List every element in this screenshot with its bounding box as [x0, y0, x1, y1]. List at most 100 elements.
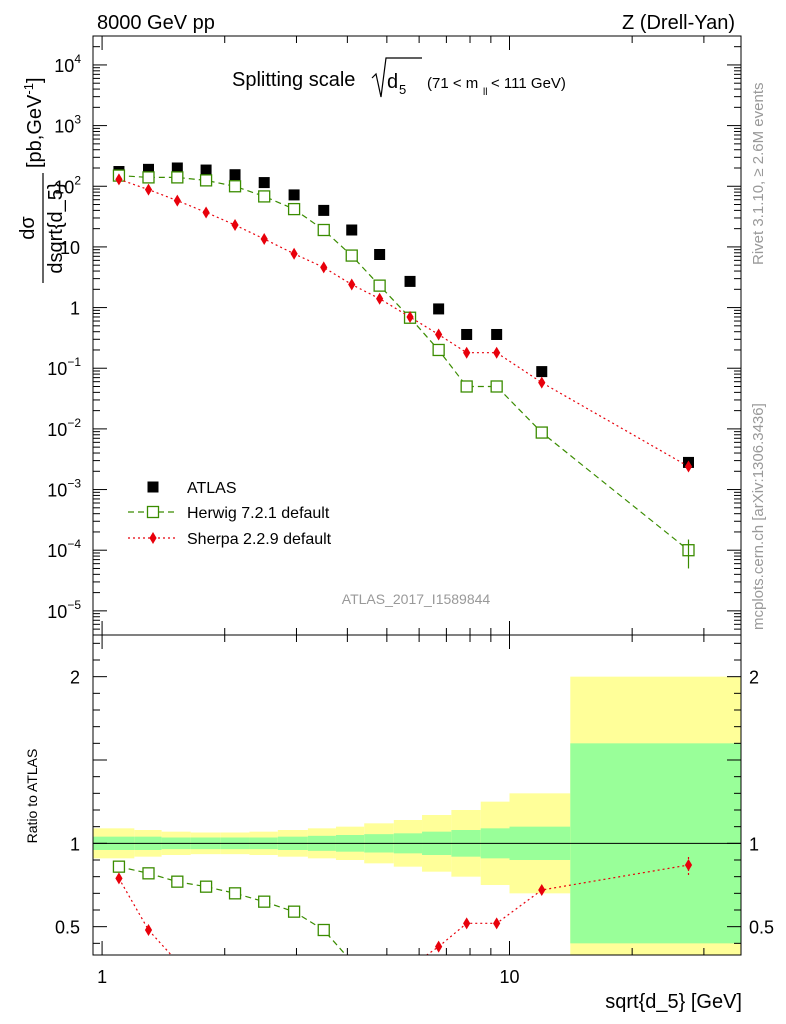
- sherpa-2-2-9-default-point: [290, 247, 298, 260]
- legend: ATLAS Herwig 7.2.1 default Sherpa 2.2.9 de…: [128, 480, 332, 548]
- side-label-rivet: Rivet 3.1.10, ≥ 2.6M events: [750, 83, 767, 266]
- atlas-point: [171, 162, 183, 174]
- ratio-frame: [92, 634, 742, 956]
- atlas-point: [461, 328, 473, 340]
- y-tick-label: 10: [60, 238, 80, 258]
- header-left: 8000 GeV pp: [97, 12, 215, 34]
- ratio-tick-label-left: 0.5: [55, 918, 80, 938]
- atlas-point: [142, 163, 154, 175]
- y-tick-label: 104: [54, 52, 81, 76]
- y-tick-label: 10−1: [47, 355, 81, 379]
- y-tick-label: 103: [54, 113, 81, 137]
- herwig-7-2-1-default-point: [142, 171, 155, 184]
- ratio-tick-label-right: 0.5: [749, 918, 774, 938]
- analysis-id: ATLAS_2017_I1589844: [342, 591, 491, 607]
- main-series: [112, 162, 695, 569]
- atlas-point: [346, 224, 358, 236]
- atlas-point: [374, 248, 386, 260]
- sherpa-2-2-9-default-point: [538, 376, 546, 389]
- plot-title: Splitting scale d 5 (71 < m ll < 111 GeV…: [232, 57, 566, 98]
- atlas-point: [433, 303, 445, 315]
- herwig-7-2-1-default-point: [287, 202, 301, 216]
- legend-label-atlas: ATLAS: [187, 480, 237, 497]
- atlas-point: [536, 366, 548, 378]
- plot-title-main: Splitting scale: [232, 69, 355, 91]
- plot-title-range-sub: ll: [483, 87, 487, 98]
- atlas-point: [200, 164, 212, 176]
- legend-marker-herwig-7-2-1-default: [146, 505, 160, 519]
- sherpa-2-2-9-default-ratio-point: [463, 917, 471, 930]
- legend-label-sherpa-2-2-9-default: Sherpa 2.2.9 default: [187, 531, 332, 548]
- sherpa-2-2-9-default-point: [320, 261, 328, 274]
- herwig-7-2-1-default-point: [490, 380, 503, 393]
- main-y-label: dσ dsqrt{d_5} [pb,GeV-1]: [17, 77, 67, 283]
- sherpa-2-2-9-default-ratio-point: [115, 872, 123, 885]
- sherpa-2-2-9-default-ratio-point: [435, 940, 443, 953]
- y-tick-label: 10−2: [47, 416, 81, 440]
- atlas-point: [288, 189, 300, 201]
- herwig-7-2-1-default-ratio-point: [287, 905, 301, 918]
- legend-marker-sherpa-2-2-9-default: [149, 532, 157, 544]
- plot-title-range-end: < 111 GeV): [491, 75, 566, 92]
- atlas-point: [404, 275, 416, 287]
- y-tick-label: 10−4: [47, 537, 81, 561]
- sherpa-2-2-9-default-point: [463, 346, 471, 359]
- sherpa-2-2-9-default-point: [173, 194, 181, 207]
- legend-label-herwig-7-2-1-default: Herwig 7.2.1 default: [187, 505, 330, 522]
- herwig-7-2-1-default-ratio-point: [171, 875, 184, 888]
- header-right: Z (Drell-Yan): [622, 12, 735, 34]
- y-tick-label: 10−3: [47, 477, 81, 501]
- sqrt-symbol: [371, 57, 422, 98]
- atlas-point: [258, 177, 270, 189]
- herwig-7-2-1-default-ratio-line: [118, 866, 347, 955]
- ratio-tick-label-left: 1: [70, 834, 80, 854]
- sherpa-2-2-9-default-line: [118, 178, 689, 468]
- legend-marker-atlas: [147, 481, 159, 493]
- herwig-7-2-1-default-point: [199, 174, 213, 187]
- sherpa-2-2-9-default-ratio-line: [118, 864, 689, 955]
- herwig-7-2-1-default-point: [345, 249, 358, 262]
- herwig-7-2-1-default-ratio-point: [258, 895, 271, 908]
- herwig-7-2-1-default-point: [432, 343, 445, 357]
- sherpa-2-2-9-default-point: [260, 233, 268, 246]
- ratio-tick-label-right: 2: [749, 668, 759, 688]
- plot-title-range: (71 < m: [427, 75, 478, 92]
- herwig-7-2-1-default-line: [118, 175, 689, 551]
- y-label-denominator: dsqrt{d_5}: [45, 182, 67, 274]
- sherpa-2-2-9-default-ratio-point: [144, 924, 153, 936]
- herwig-7-2-1-default-point: [228, 180, 242, 193]
- herwig-7-2-1-default-ratio-point: [199, 880, 213, 893]
- herwig-7-2-1-default-ratio-point: [112, 860, 126, 873]
- sherpa-2-2-9-default-point: [231, 218, 239, 231]
- x-tick-label: 1: [97, 967, 107, 987]
- herwig-7-2-1-default-ratio-point: [317, 923, 330, 937]
- y-tick-label: 1: [70, 299, 80, 319]
- y-tick-label: 10−5: [47, 598, 81, 622]
- side-label-mcplots: mcplots.cern.ch [arXiv:1306.3436]: [750, 403, 767, 630]
- y-tick-label: 102: [54, 173, 81, 197]
- atlas-point: [491, 328, 503, 340]
- sherpa-2-2-9-default-ratio-point: [493, 917, 501, 930]
- herwig-7-2-1-default-ratio-point: [142, 867, 155, 880]
- herwig-7-2-1-default-point: [535, 426, 548, 439]
- plot-title-d-sub: 5: [399, 82, 406, 97]
- sherpa-2-2-9-default-point: [348, 278, 356, 291]
- ratio-series: [112, 855, 693, 955]
- sherpa-2-2-9-default-point: [202, 206, 210, 219]
- sherpa-2-2-9-default-point: [115, 173, 123, 186]
- herwig-7-2-1-default-ratio-point: [228, 887, 242, 900]
- atlas-point: [318, 204, 330, 216]
- herwig-7-2-1-default-point: [460, 380, 473, 393]
- y-label-unit: [pb,GeV-1]: [21, 77, 46, 168]
- sherpa-2-2-9-default-point: [376, 292, 384, 305]
- herwig-7-2-1-default-point: [171, 171, 184, 184]
- sherpa-2-2-9-default-point: [435, 328, 443, 341]
- x-tick-label: 10: [499, 967, 519, 987]
- x-axis-label: sqrt{d_5} [GeV]: [605, 991, 742, 1013]
- herwig-7-2-1-default-point: [317, 223, 330, 237]
- ratio-tick-label-right: 1: [749, 834, 759, 854]
- sherpa-2-2-9-default-ratio-point: [538, 884, 546, 896]
- ratio-uncertainty-bands: [93, 676, 741, 955]
